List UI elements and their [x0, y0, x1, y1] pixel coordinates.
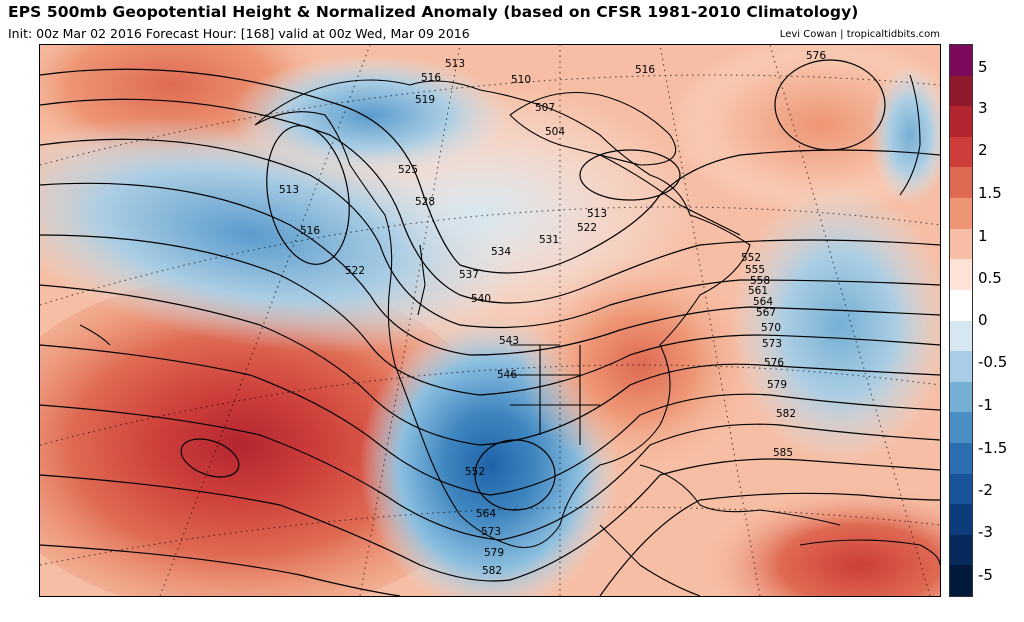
colorbar-segment: [950, 412, 972, 444]
colorbar-segment: [950, 106, 972, 138]
colorbar-label: -3: [978, 523, 993, 541]
contour-label: 534: [491, 246, 511, 258]
contour-label: 564: [476, 508, 496, 520]
contour-label: 504: [545, 126, 565, 138]
contour-label: 543: [499, 335, 519, 347]
anomaly-map: 513 516 510 507 516 576 519 504 525 513 …: [40, 45, 940, 596]
colorbar-segment: [950, 534, 972, 566]
contour-label: 582: [482, 565, 502, 577]
contour-label: 579: [484, 547, 504, 559]
colorbar-segment: [950, 75, 972, 107]
colorbar-segment: [950, 289, 972, 321]
greenland-negative-anomaly: [870, 65, 940, 205]
contour-label: 516: [635, 64, 655, 76]
contour-label: 516: [300, 225, 320, 237]
contour-label: 546: [497, 369, 517, 381]
contour-label: 525: [398, 164, 418, 176]
colorbar-label: 0: [978, 311, 988, 329]
colorbar-segment: [950, 442, 972, 475]
chart-subtitle: Init: 00z Mar 02 2016 Forecast Hour: [16…: [8, 26, 470, 41]
colorbar-label: 0.5: [978, 269, 1002, 287]
contour-label: 579: [767, 379, 787, 391]
colorbar-label: 3: [978, 99, 988, 117]
contour-label: 522: [577, 222, 597, 234]
colorbar-label: -0.5: [978, 353, 1008, 371]
colorbar: [949, 44, 973, 597]
alaska-negative-anomaly: [230, 55, 510, 175]
contour-label: 567: [756, 307, 776, 319]
colorbar-segment: [950, 320, 972, 352]
contour-label: 576: [764, 357, 784, 369]
atlantic-negative-anomaly: [730, 185, 940, 465]
colorbar-segment: [950, 504, 972, 536]
colorbar-label: 1.5: [978, 184, 1002, 202]
colorbar-label: -1: [978, 396, 993, 414]
colorbar-segment: [950, 565, 972, 597]
contour-label: 510: [511, 74, 531, 86]
contour-label: 573: [762, 338, 782, 350]
contour-label: 558: [750, 275, 770, 287]
coastlines: [79, 74, 940, 596]
contour-label: 513: [279, 184, 299, 196]
contour-label: 576: [806, 50, 826, 62]
colorbar-label: 2: [978, 141, 988, 159]
colorbar-segment: [950, 45, 972, 77]
contour-label: 528: [415, 196, 435, 208]
colorbar-label: -1.5: [978, 439, 1008, 457]
height-contours: [40, 59, 940, 596]
contour-label: 555: [745, 264, 765, 276]
contour-label: 537: [459, 269, 479, 281]
contour-label: 516: [421, 72, 441, 84]
contour-label: 513: [587, 208, 607, 220]
colorbar-segment: [950, 473, 972, 505]
contour-label: 540: [471, 293, 491, 305]
caribbean-positive-anomaly: [700, 485, 940, 596]
contour-label: 531: [539, 234, 559, 246]
contour-label: 573: [481, 526, 501, 538]
contour-label: 507: [535, 102, 555, 114]
contour-label: 564: [753, 296, 773, 308]
contour-label: 585: [773, 447, 793, 459]
colorbar-label: 5: [978, 58, 988, 76]
credit-line: Levi Cowan | tropicaltidbits.com: [779, 29, 940, 40]
contour-label: 570: [761, 322, 781, 334]
contour-label: 513: [445, 58, 465, 70]
map-panel: 513 516 510 507 516 576 519 504 525 513 …: [39, 44, 941, 597]
contour-label: 522: [345, 265, 365, 277]
contour-label: 552: [465, 466, 485, 478]
colorbar-segment: [950, 381, 972, 413]
colorbar-segment: [950, 198, 972, 230]
contour-label: 561: [748, 285, 768, 297]
contour-labels: 513 516 510 507 516 576 519 504 525 513 …: [279, 50, 826, 577]
colorbar-segment: [950, 259, 972, 291]
colorbar-segment: [950, 351, 972, 383]
colorbar-label: -5: [978, 566, 993, 584]
colorbar-segment: [950, 228, 972, 260]
colorbar-segment: [950, 136, 972, 168]
contour-label: 519: [415, 94, 435, 106]
chart-title: EPS 500mb Geopotential Height & Normaliz…: [8, 3, 859, 21]
colorbar-label: 1: [978, 227, 988, 245]
northeast-positive-anomaly: [670, 45, 940, 215]
contour-label: 552: [741, 252, 761, 264]
colorbar-label: -2: [978, 481, 993, 499]
contour-label: 582: [776, 408, 796, 420]
colorbar-segment: [950, 167, 972, 199]
